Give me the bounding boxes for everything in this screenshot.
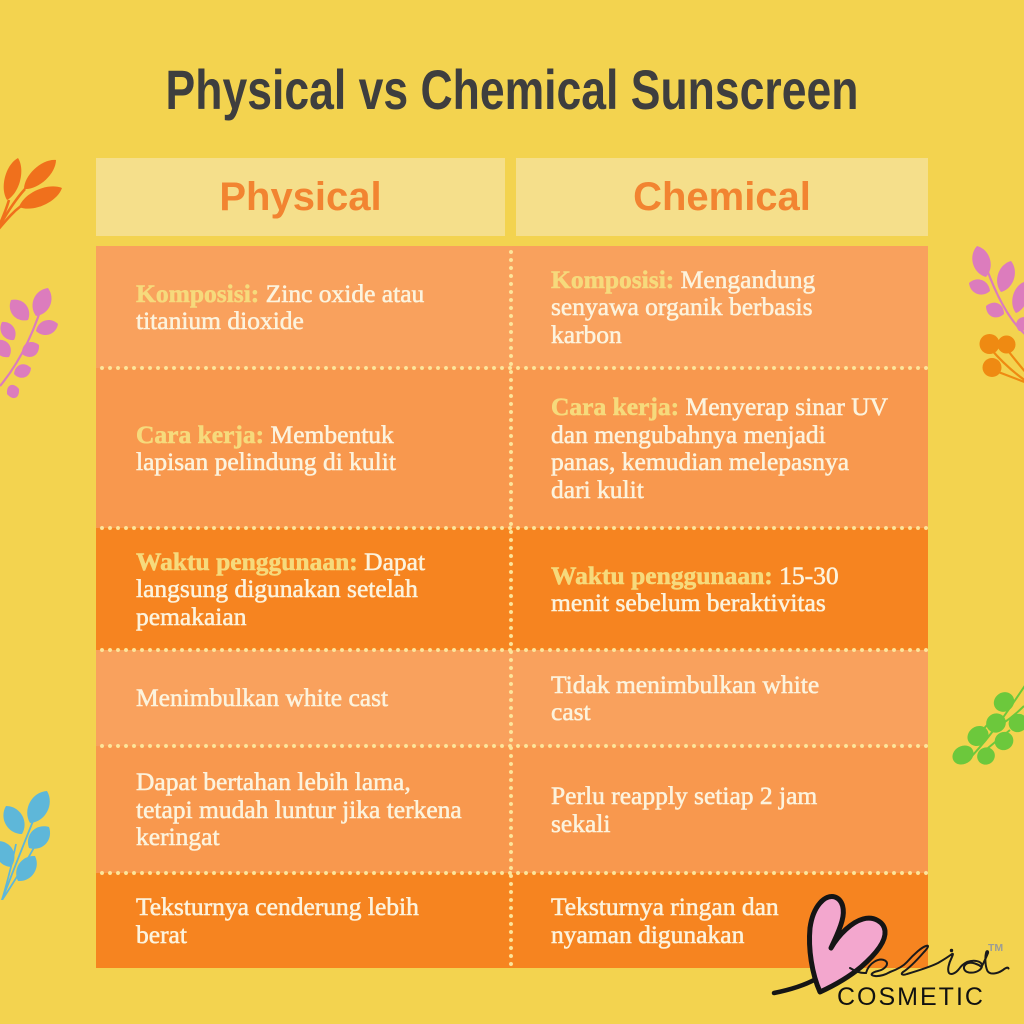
svg-text:TM: TM — [988, 942, 1003, 954]
svg-text:COSMETIC: COSMETIC — [837, 983, 985, 1011]
